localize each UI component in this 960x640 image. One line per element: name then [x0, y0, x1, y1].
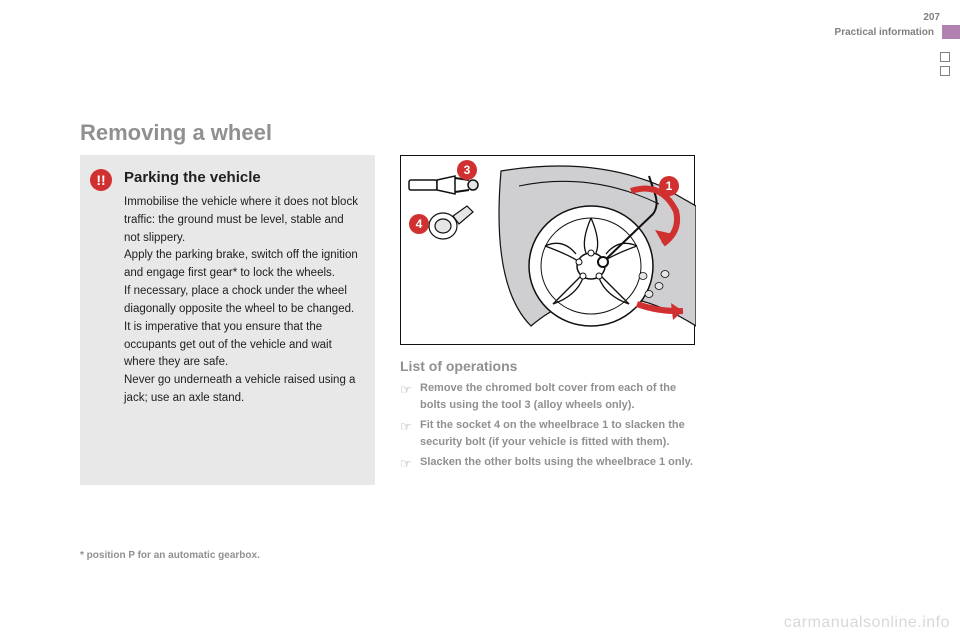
operation-text: Remove the chromed bolt cover from each … [420, 380, 695, 413]
callout-paragraph: It is imperative that you ensure that th… [124, 319, 359, 372]
pointer-icon: ☞ [400, 417, 420, 450]
label-3: 3 [464, 163, 471, 177]
section-title: Removing a wheel [80, 120, 272, 146]
practical-label: Practical information [835, 27, 934, 38]
operation-item: ☞Slacken the other bolts using the wheel… [400, 454, 695, 474]
section-tab [942, 25, 960, 39]
diagram-wheel-removal: 1 3 4 [400, 155, 695, 345]
callout-box: !! Parking the vehicle Immobilise the ve… [80, 155, 375, 485]
side-square [940, 66, 950, 76]
header-block: 207 Practical information [720, 12, 960, 39]
callout-body: Immobilise the vehicle where it does not… [124, 194, 359, 408]
tool-socket [429, 206, 473, 239]
operations-title: List of operations [400, 358, 517, 374]
callout-paragraph: Immobilise the vehicle where it does not… [124, 194, 359, 247]
operations-list: ☞Remove the chromed bolt cover from each… [400, 380, 695, 478]
page-number: 207 [720, 12, 960, 23]
side-square [940, 52, 950, 62]
warning-icon: !! [90, 169, 112, 191]
operation-text: Slacken the other bolts using the wheelb… [420, 454, 695, 474]
callout-paragraph: If necessary, place a chock under the wh… [124, 283, 359, 319]
operation-text: Fit the socket 4 on the wheelbrace 1 to … [420, 417, 695, 450]
operation-item: ☞Remove the chromed bolt cover from each… [400, 380, 695, 413]
side-indicator-squares [940, 52, 950, 76]
watermark: carmanualsonline.info [784, 614, 950, 632]
practical-row: Practical information [720, 25, 960, 39]
operation-item: ☞Fit the socket 4 on the wheelbrace 1 to… [400, 417, 695, 450]
footnote: * position P for an automatic gearbox. [80, 550, 260, 561]
callout-paragraph: Never go underneath a vehicle raised usi… [124, 372, 359, 408]
callout-paragraph: Apply the parking brake, switch off the … [124, 247, 359, 283]
label-1: 1 [666, 179, 673, 193]
label-4: 4 [416, 217, 423, 231]
wheel [529, 206, 653, 326]
pointer-icon: ☞ [400, 380, 420, 413]
pointer-icon: ☞ [400, 454, 420, 474]
callout-title: Parking the vehicle [124, 169, 359, 186]
